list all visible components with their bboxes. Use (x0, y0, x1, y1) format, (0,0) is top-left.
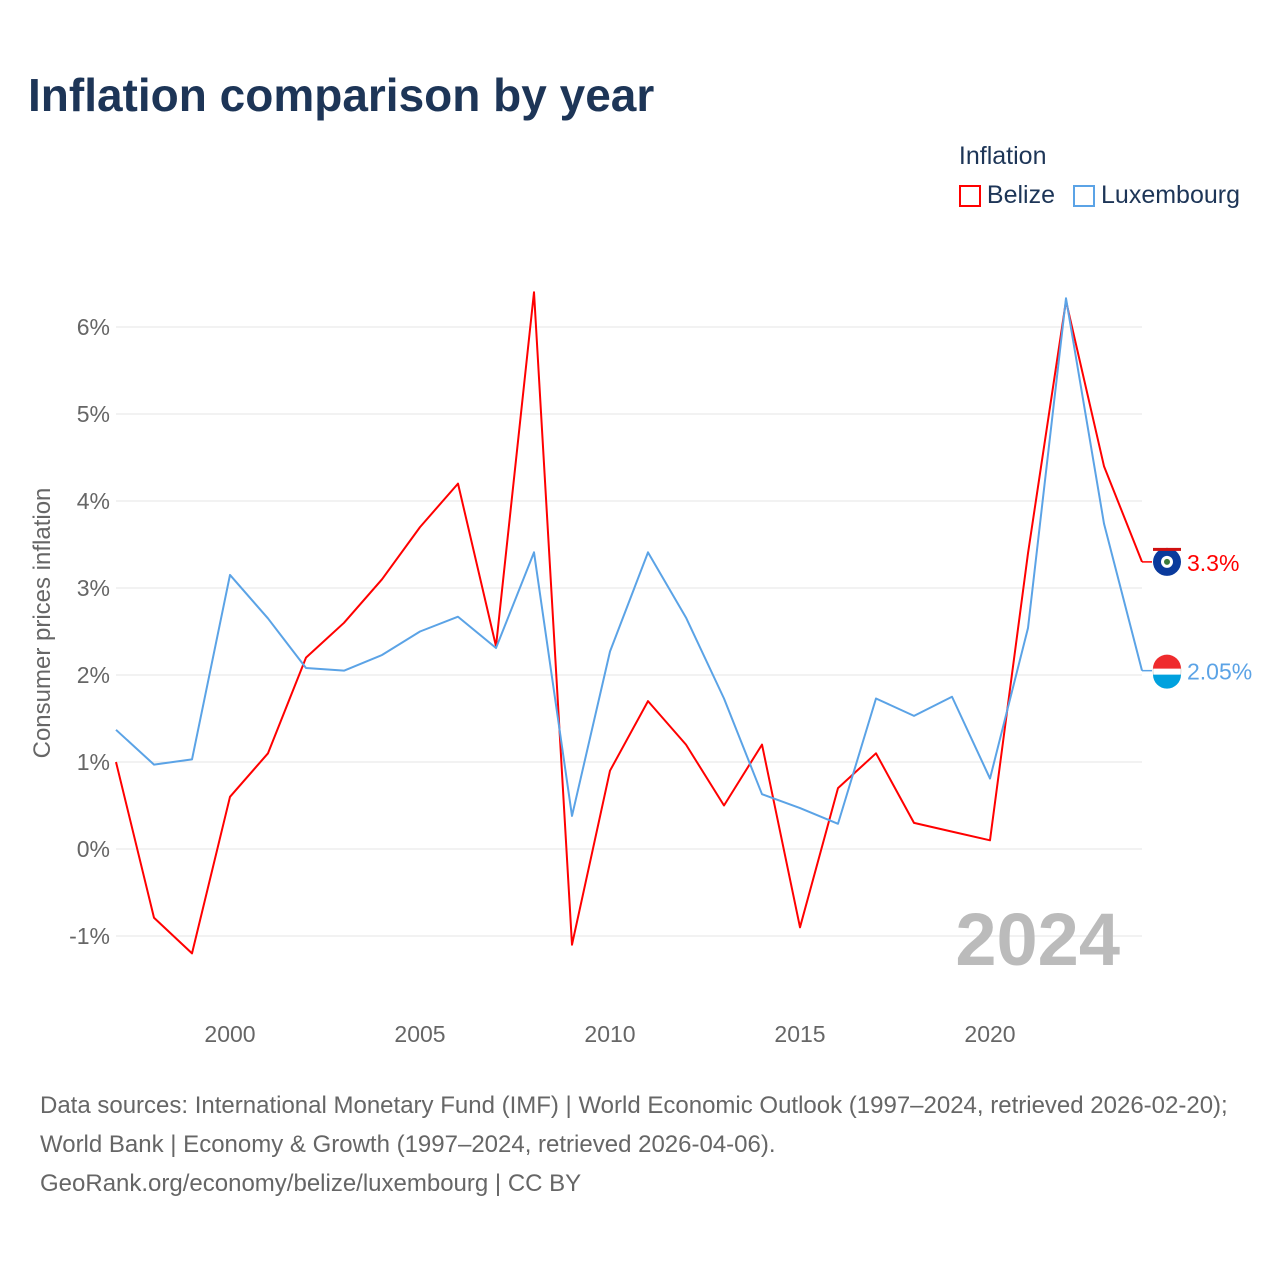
data-point (304, 666, 309, 671)
data-point (456, 481, 461, 486)
data-point (798, 925, 803, 930)
legend-item-belize[interactable]: Belize (958, 181, 1056, 210)
y-tick-label: 4% (77, 488, 110, 514)
data-point (950, 829, 955, 834)
data-point (418, 629, 423, 634)
data-point (304, 655, 309, 660)
data-point (532, 290, 537, 295)
data-point (760, 742, 765, 747)
luxembourg-flag-blue (1153, 674, 1181, 689)
data-point (342, 668, 347, 673)
data-sources: Data sources: International Monetary Fun… (40, 1092, 1228, 1158)
data-point (912, 713, 917, 718)
chart-title: Inflation comparison by year (28, 69, 655, 121)
data-point (874, 751, 879, 756)
y-axis-label: Consumer prices inflation (29, 488, 56, 759)
data-point (836, 786, 841, 791)
data-point (494, 646, 499, 651)
data-point (190, 951, 195, 956)
data-point (114, 760, 119, 765)
footer: Data sources: International Monetary Fun… (40, 1086, 1250, 1203)
data-point (228, 794, 233, 799)
end-label-belize: 3.3% (1187, 550, 1239, 576)
data-point (1102, 464, 1107, 469)
data-point (988, 776, 993, 781)
data-point (380, 652, 385, 657)
x-tick-label: 2015 (774, 1021, 825, 1047)
data-point (798, 806, 803, 811)
data-point (760, 792, 765, 797)
luxembourg-flag-red (1153, 654, 1181, 669)
data-point (646, 550, 651, 555)
data-point (342, 620, 347, 625)
end-label-luxembourg: 2.05% (1187, 659, 1252, 685)
data-point (532, 550, 537, 555)
x-tick-label: 2000 (204, 1021, 255, 1047)
y-tick-label: 2% (77, 662, 110, 688)
legend-title: Inflation (958, 142, 1047, 170)
legend-label-belize: Belize (986, 181, 1056, 209)
data-point (722, 803, 727, 808)
data-point (190, 757, 195, 762)
data-point (152, 762, 157, 767)
data-point (722, 696, 727, 701)
belize-flag-stripe (1153, 547, 1181, 551)
data-point (1102, 521, 1107, 526)
chart-plot: -1% 0% 1% 2% 3% 4% 5% 6% 2000 2005 2010 2015 2020 Con… (29, 290, 1252, 1047)
y-tick-label: 3% (77, 575, 110, 601)
data-point (570, 813, 575, 818)
y-tick-label: 0% (77, 836, 110, 862)
legend-item-luxembourg[interactable]: Luxembourg (1073, 181, 1240, 210)
x-tick-label: 2005 (394, 1021, 445, 1047)
data-point (1064, 296, 1069, 301)
data-point (570, 942, 575, 947)
series-line-belize (115, 291, 1143, 955)
data-point (646, 699, 651, 704)
data-point (836, 821, 841, 826)
data-point (1026, 551, 1031, 556)
legend-swatch-luxembourg (1073, 184, 1096, 207)
data-point (380, 577, 385, 582)
data-point (988, 838, 993, 843)
y-tick-label: -1% (69, 923, 110, 949)
credit-link[interactable]: GeoRank.org/economy/belize/luxembourg | … (40, 1170, 582, 1197)
year-annotation: 2024 (955, 898, 1120, 981)
data-point (228, 572, 233, 577)
legend-swatch-belize (958, 184, 981, 207)
data-point (418, 525, 423, 530)
data-point (684, 742, 689, 747)
data-point (874, 696, 879, 701)
data-point (266, 616, 271, 621)
belize-flag-emblem-center (1164, 558, 1170, 565)
data-point (114, 727, 119, 732)
series-line-luxembourg (115, 297, 1143, 825)
y-tick-label: 1% (77, 749, 110, 775)
data-point (950, 694, 955, 699)
data-point (266, 751, 271, 756)
data-point (608, 649, 613, 654)
data-point (152, 915, 157, 920)
y-tick-label: 6% (77, 314, 110, 340)
y-tick-label: 5% (77, 401, 110, 427)
legend: Inflation Belize Luxembourg (958, 142, 1240, 210)
data-point (1026, 626, 1031, 631)
data-point (456, 614, 461, 619)
x-tick-label: 2020 (964, 1021, 1015, 1047)
data-point (684, 615, 689, 620)
data-point (608, 768, 613, 773)
x-tick-label: 2010 (584, 1021, 635, 1047)
legend-label-luxembourg: Luxembourg (1101, 181, 1240, 209)
data-point (912, 820, 917, 825)
